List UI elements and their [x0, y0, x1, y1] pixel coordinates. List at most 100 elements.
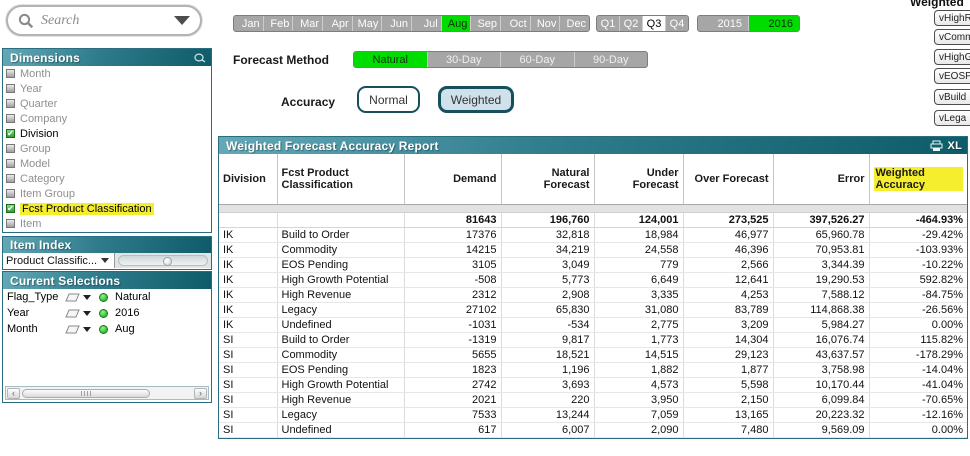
quarter-button-q3[interactable]: Q3 — [642, 16, 665, 31]
cell-classification[interactable]: Build to Order — [277, 227, 405, 243]
variable-button-vhighr[interactable]: vHighR — [934, 10, 970, 26]
column-header-fcst-product-classification[interactable]: Fcst Product Classification — [277, 154, 405, 205]
cell-classification[interactable]: Legacy — [277, 302, 405, 318]
cell-value[interactable]: -26.56% — [869, 302, 967, 318]
month-button-jan[interactable]: Jan — [241, 17, 260, 30]
column-header-weighted-accuracy[interactable]: Weighted Accuracy — [869, 154, 967, 205]
cell-value[interactable]: 70,953.81 — [773, 242, 870, 258]
cell-value[interactable]: 617 — [404, 422, 502, 438]
cell-value[interactable]: 2,775 — [594, 317, 684, 333]
column-header-natural-forecast[interactable]: Natural Forecast — [501, 154, 595, 205]
cell-value[interactable]: 9,817 — [501, 332, 595, 348]
dimension-item-division[interactable]: ✔ Division — [3, 126, 211, 141]
cell-division[interactable]: SI — [219, 392, 278, 408]
cell-value[interactable]: -29.42% — [869, 227, 967, 243]
cell-value[interactable]: 17376 — [404, 227, 502, 243]
cell-value[interactable]: 2,566 — [683, 257, 774, 273]
cell-value[interactable]: 2021 — [404, 392, 502, 408]
cell-division[interactable]: SI — [219, 362, 278, 378]
cell-value[interactable]: 1,196 — [501, 362, 595, 378]
cell-division[interactable]: IK — [219, 287, 278, 303]
forecast-method-button-30-day[interactable]: 30-Day — [426, 52, 501, 67]
cell-classification[interactable]: High Growth Potential — [277, 272, 405, 288]
cell-value[interactable]: 9,569.09 — [773, 422, 870, 438]
cell-division[interactable]: IK — [219, 227, 278, 243]
month-button-dec[interactable]: Dec — [559, 16, 589, 31]
cell-value[interactable]: 18,521 — [501, 347, 595, 363]
cell-value[interactable]: 14,515 — [594, 347, 684, 363]
cell-value[interactable]: -70.65% — [869, 392, 967, 408]
cell-value[interactable]: 7,480 — [683, 422, 774, 438]
cell-value[interactable]: -1319 — [404, 332, 502, 348]
cell-value[interactable]: 27102 — [404, 302, 502, 318]
cell-classification[interactable]: Legacy — [277, 407, 405, 423]
cell-value[interactable]: -508 — [404, 272, 502, 288]
cell-division[interactable]: SI — [219, 407, 278, 423]
month-button-mar[interactable]: Mar — [292, 16, 322, 31]
quarter-button-q1[interactable]: Q1 — [600, 17, 616, 30]
cell-value[interactable]: -10.22% — [869, 257, 967, 273]
month-button-aug[interactable]: Aug — [440, 16, 471, 31]
cell-value[interactable]: 6,649 — [594, 272, 684, 288]
accuracy-normal-button[interactable]: Normal — [357, 86, 420, 113]
cell-value[interactable]: 14215 — [404, 242, 502, 258]
cell-value[interactable]: 1823 — [404, 362, 502, 378]
clear-field-control[interactable] — [65, 309, 99, 318]
cell-division[interactable]: SI — [219, 332, 278, 348]
cell-division[interactable]: IK — [219, 302, 278, 318]
dimension-item-year[interactable]: Year — [3, 81, 211, 96]
cell-value[interactable]: 2,090 — [594, 422, 684, 438]
variable-button-veosp[interactable]: vEOSP — [934, 68, 970, 84]
column-header-division[interactable]: Division — [219, 154, 278, 205]
column-header-error[interactable]: Error — [773, 154, 870, 205]
scroll-right-icon[interactable]: › — [194, 387, 207, 399]
eraser-icon[interactable] — [65, 309, 80, 318]
cell-value[interactable]: -14.04% — [869, 362, 967, 378]
cell-value[interactable]: 13,244 — [501, 407, 595, 423]
month-button-sep[interactable]: Sep — [470, 16, 500, 31]
dimension-item-company[interactable]: Company — [3, 111, 211, 126]
cell-value[interactable]: 7,059 — [594, 407, 684, 423]
export-excel-button[interactable]: XL — [947, 139, 962, 152]
cell-value[interactable]: 16,076.74 — [773, 332, 870, 348]
cell-value[interactable]: 31,080 — [594, 302, 684, 318]
eraser-icon[interactable] — [65, 325, 80, 334]
cell-value[interactable]: 14,304 — [683, 332, 774, 348]
cell-classification[interactable]: Commodity — [277, 347, 405, 363]
cell-value[interactable]: 5,598 — [683, 377, 774, 393]
cell-value[interactable]: 32,818 — [501, 227, 595, 243]
cell-value[interactable]: 3,693 — [501, 377, 595, 393]
cell-classification[interactable]: Undefined — [277, 317, 405, 333]
scrollbar-thumb[interactable] — [22, 388, 150, 398]
cell-value[interactable]: 4,573 — [594, 377, 684, 393]
forecast-method-button-60-day[interactable]: 60-Day — [500, 52, 574, 67]
cell-value[interactable]: 1,773 — [594, 332, 684, 348]
cell-value[interactable]: 18,984 — [594, 227, 684, 243]
year-button-2015[interactable]: 2015 — [717, 17, 742, 30]
accuracy-weighted-button[interactable]: Weighted — [438, 86, 514, 113]
cell-value[interactable]: 6,007 — [501, 422, 595, 438]
cell-division[interactable]: SI — [219, 347, 278, 363]
checkbox-icon[interactable] — [6, 69, 15, 78]
cell-classification[interactable]: EOS Pending — [277, 257, 405, 273]
column-header-over-forecast[interactable]: Over Forecast — [683, 154, 774, 205]
cell-classification[interactable]: Build to Order — [277, 332, 405, 348]
cell-value[interactable]: 24,558 — [594, 242, 684, 258]
cell-value[interactable]: 43,637.57 — [773, 347, 870, 363]
checkbox-icon[interactable] — [6, 99, 15, 108]
cell-value[interactable]: 1,877 — [683, 362, 774, 378]
cell-value[interactable]: 2742 — [404, 377, 502, 393]
checkbox-checked-icon[interactable]: ✔ — [6, 129, 15, 138]
cell-value[interactable]: 46,977 — [683, 227, 774, 243]
cell-value[interactable]: 6,099.84 — [773, 392, 870, 408]
cell-value[interactable]: -12.16% — [869, 407, 967, 423]
cell-value[interactable]: -178.29% — [869, 347, 967, 363]
cell-value[interactable]: -103.93% — [869, 242, 967, 258]
cell-value[interactable]: 12,641 — [683, 272, 774, 288]
quarter-button-q4[interactable]: Q4 — [665, 16, 688, 31]
cell-value[interactable]: 5655 — [404, 347, 502, 363]
cell-value[interactable]: 5,773 — [501, 272, 595, 288]
slider-knob-icon[interactable] — [163, 257, 172, 266]
checkbox-icon[interactable] — [6, 84, 15, 93]
search-input[interactable]: Search — [6, 5, 202, 36]
